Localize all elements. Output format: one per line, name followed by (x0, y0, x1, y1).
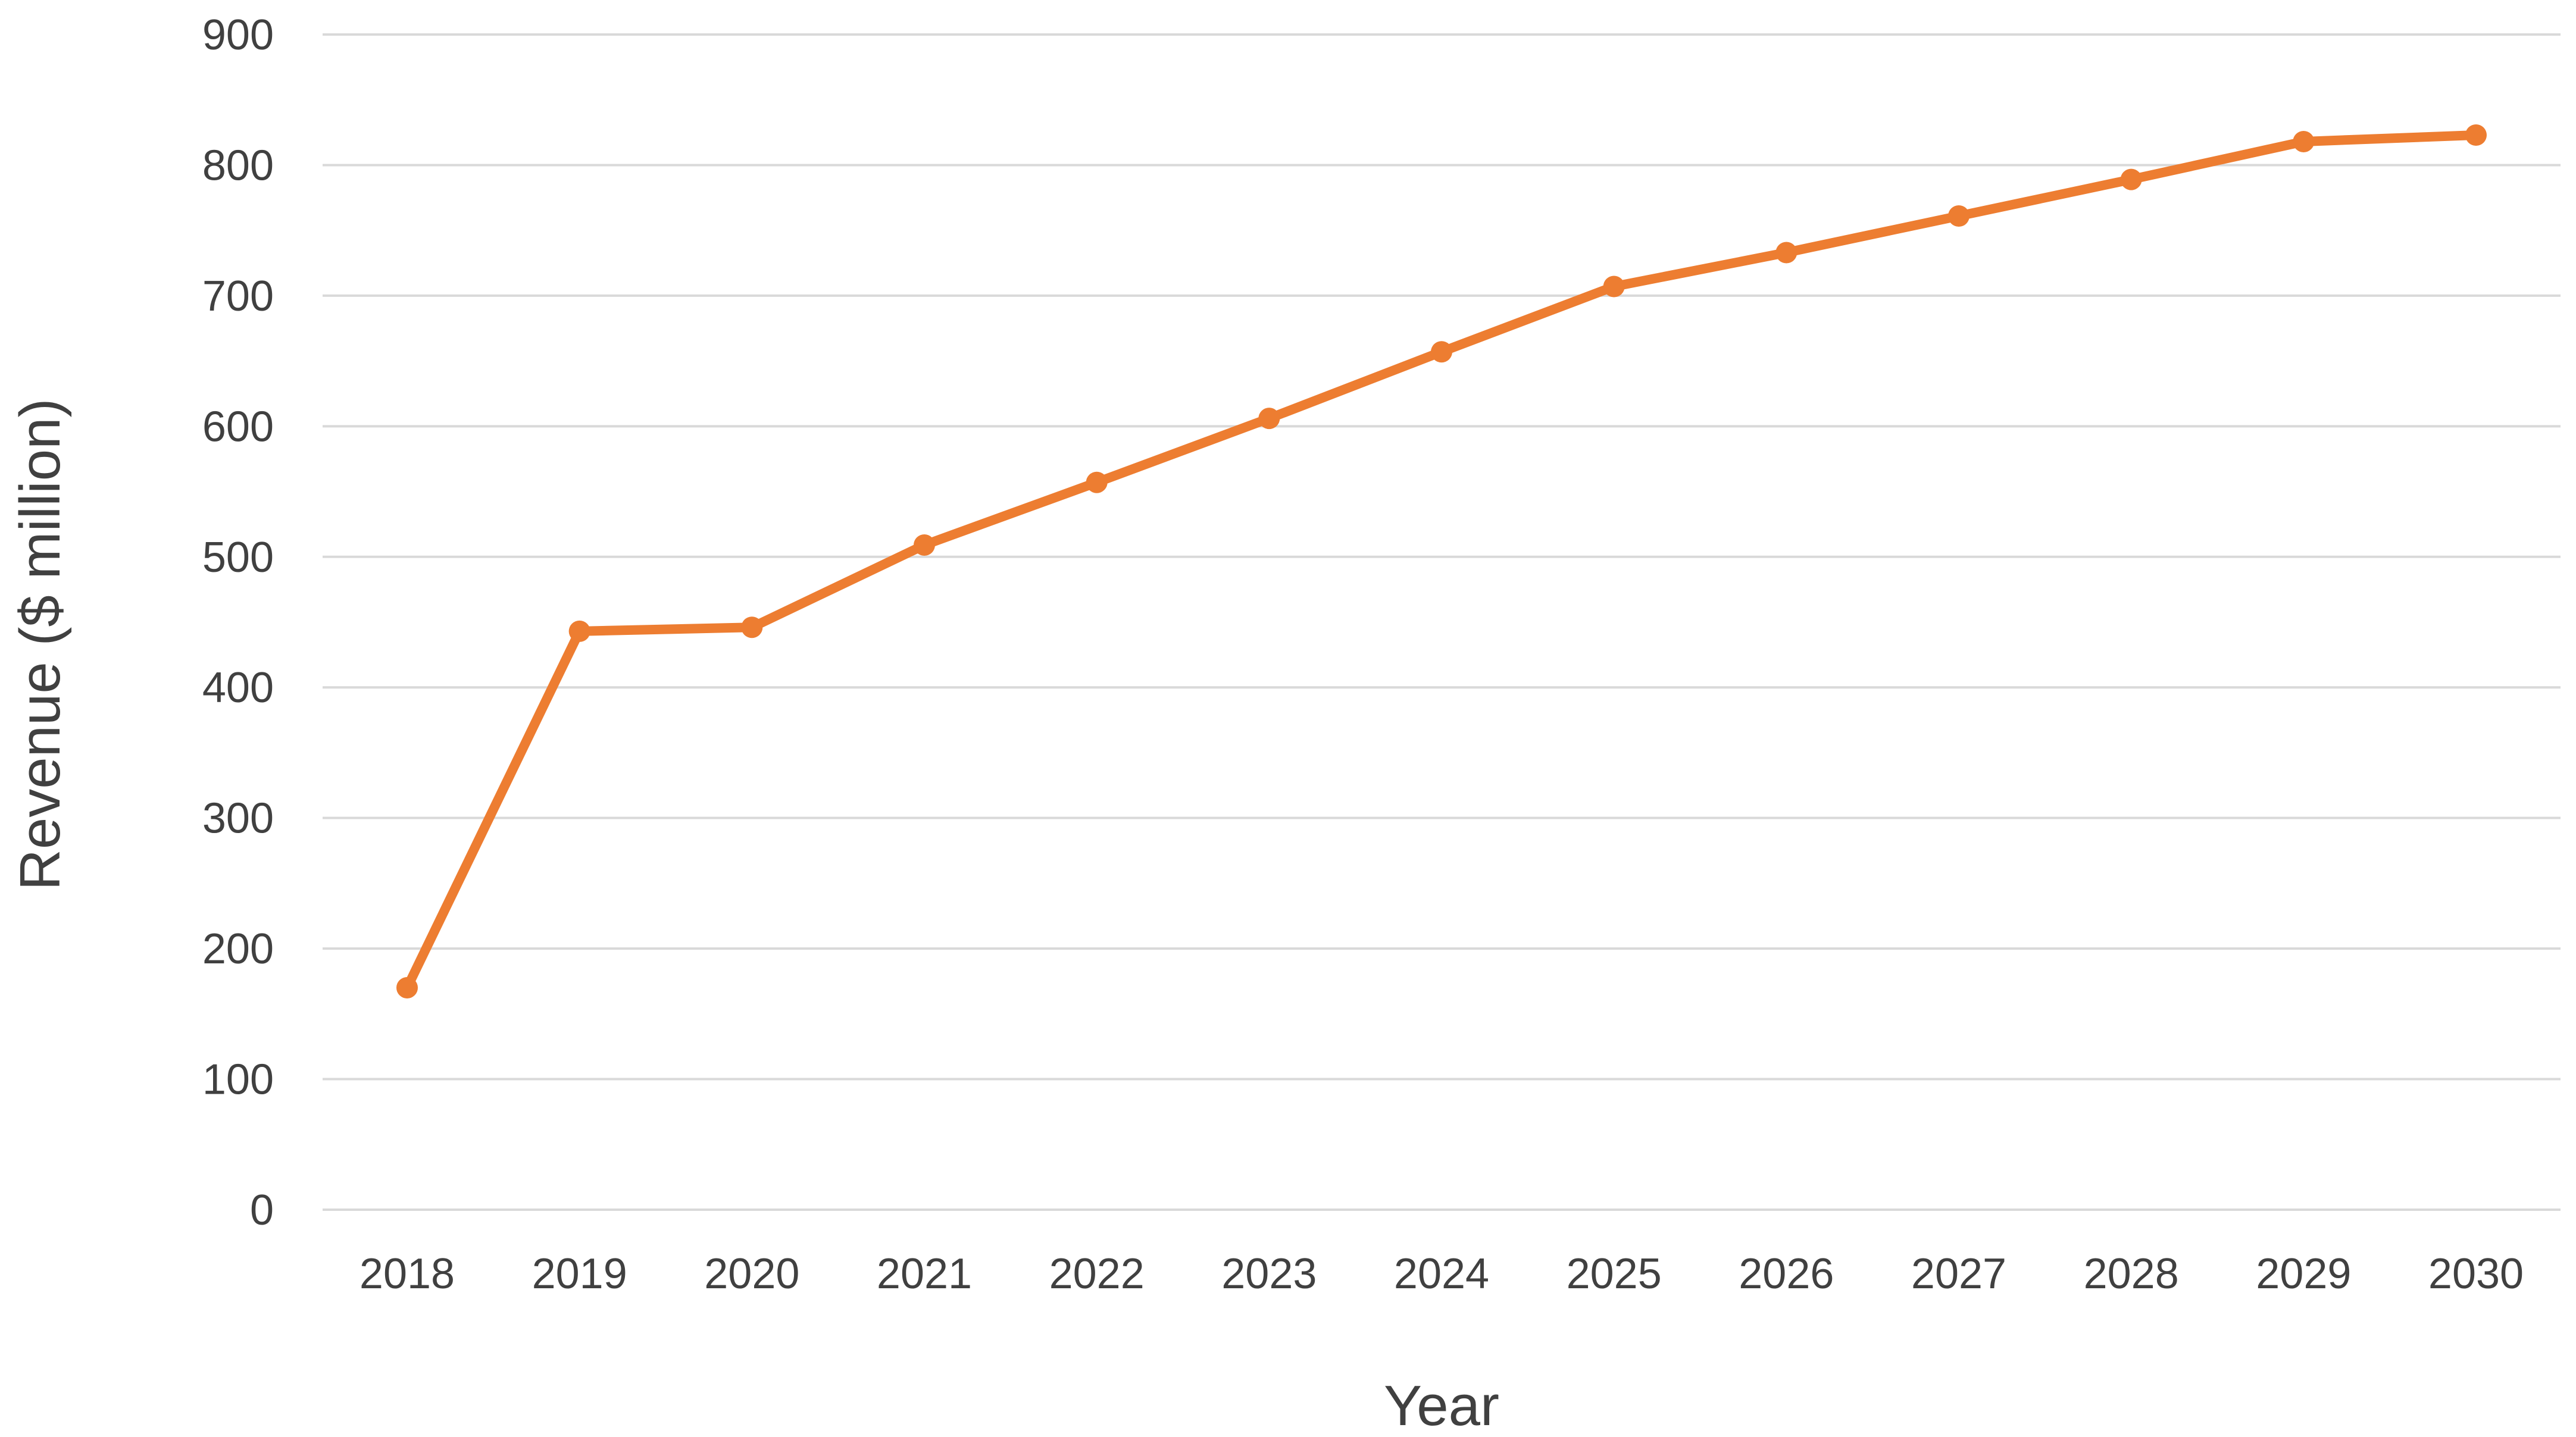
data-point (741, 616, 763, 638)
data-point (1258, 408, 1280, 430)
x-tick-label: 2019 (532, 1250, 627, 1298)
y-axis-ticks: 0 100 200 300 400 500 600 700 800 900 (202, 11, 274, 1234)
y-tick-label: 800 (202, 142, 274, 189)
y-tick-label: 500 (202, 534, 274, 581)
x-tick-label: 2030 (2428, 1250, 2524, 1298)
x-tick-label: 2021 (877, 1250, 972, 1298)
data-point (1603, 275, 1625, 298)
data-point (2293, 130, 2315, 152)
data-point (1086, 471, 1108, 493)
y-axis-title: Revenue ($ million) (8, 398, 72, 890)
x-tick-label: 2027 (1911, 1250, 2006, 1298)
x-tick-label: 2022 (1049, 1250, 1145, 1298)
x-tick-label: 2028 (2084, 1250, 2179, 1298)
y-tick-label: 100 (202, 1056, 274, 1104)
y-tick-label: 400 (202, 664, 274, 712)
data-point (1775, 242, 1797, 264)
x-axis-ticks: 2018 2019 2020 2021 2022 2023 2024 2025 2026 2027… (359, 1250, 2524, 1298)
x-tick-label: 2018 (359, 1250, 455, 1298)
x-tick-label: 2029 (2256, 1250, 2351, 1298)
gridlines (323, 33, 2561, 1211)
x-tick-label: 2024 (1394, 1250, 1489, 1298)
data-point (396, 976, 418, 998)
x-axis-title: Year (1384, 1374, 1499, 1437)
x-tick-label: 2025 (1567, 1250, 1662, 1298)
x-tick-label: 2023 (1221, 1250, 1317, 1298)
series-layer (396, 124, 2487, 998)
y-tick-label: 700 (202, 273, 274, 320)
y-tick-label: 600 (202, 403, 274, 450)
y-tick-label: 300 (202, 795, 274, 843)
series-line (402, 130, 2481, 993)
data-point (2120, 168, 2142, 190)
data-point (1948, 205, 1969, 227)
y-tick-label: 900 (202, 11, 274, 59)
data-point (568, 620, 590, 642)
data-point (2465, 124, 2487, 146)
y-tick-label: 0 (250, 1186, 274, 1234)
data-point (914, 534, 935, 556)
y-tick-label: 200 (202, 925, 274, 973)
data-point (1431, 341, 1452, 363)
x-tick-label: 2020 (704, 1250, 799, 1298)
x-tick-label: 2026 (1739, 1250, 1834, 1298)
